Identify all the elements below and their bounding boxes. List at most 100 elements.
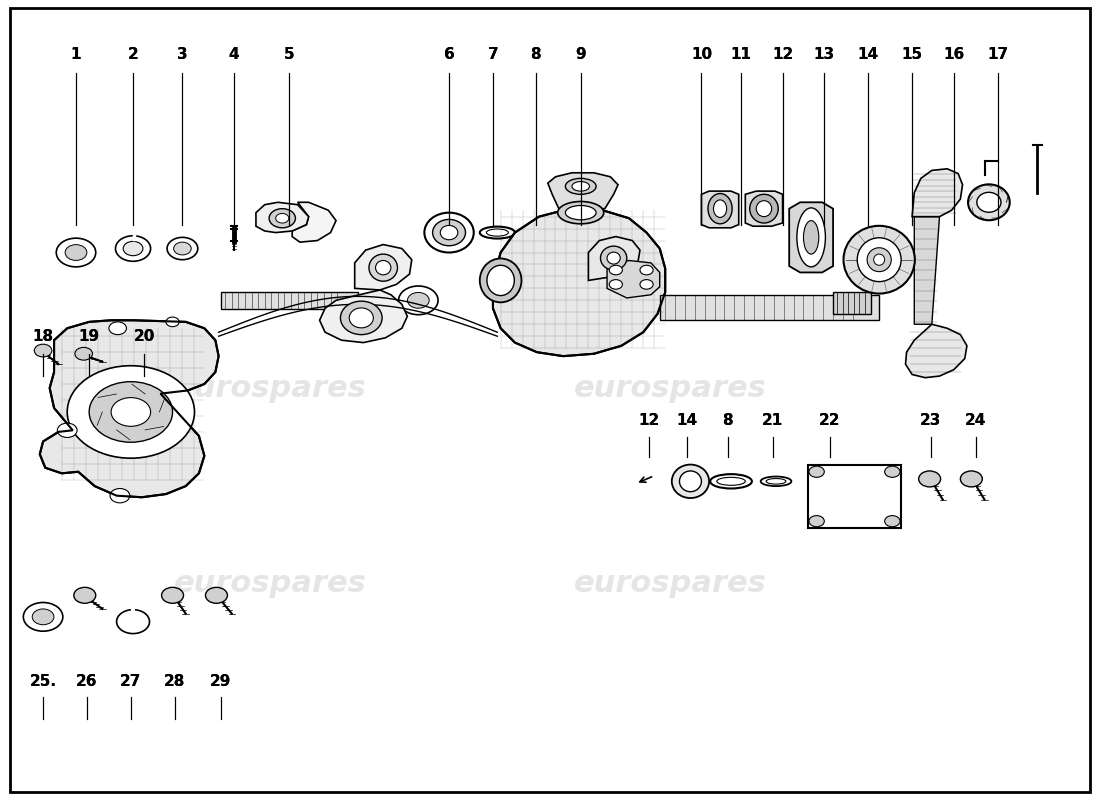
Text: 9: 9 <box>575 47 586 62</box>
Text: 18: 18 <box>33 329 54 344</box>
Text: 12: 12 <box>638 413 659 428</box>
Circle shape <box>65 245 87 261</box>
Text: 26: 26 <box>76 674 98 689</box>
Text: 19: 19 <box>78 329 100 344</box>
Text: 3: 3 <box>177 47 188 62</box>
Text: 12: 12 <box>638 413 659 428</box>
Ellipse shape <box>480 258 521 302</box>
Text: 20: 20 <box>133 329 155 344</box>
Text: 7: 7 <box>487 47 498 62</box>
Polygon shape <box>914 217 939 324</box>
Circle shape <box>808 515 824 526</box>
Text: 1: 1 <box>70 47 81 62</box>
Bar <box>660 294 879 320</box>
Circle shape <box>884 515 900 526</box>
Ellipse shape <box>873 254 884 266</box>
Polygon shape <box>746 191 782 226</box>
Ellipse shape <box>375 261 390 275</box>
Ellipse shape <box>680 471 702 492</box>
Ellipse shape <box>432 219 465 246</box>
Ellipse shape <box>349 308 373 328</box>
Text: 5: 5 <box>284 47 294 62</box>
Circle shape <box>640 266 653 275</box>
Circle shape <box>162 587 184 603</box>
Ellipse shape <box>968 184 1010 220</box>
Circle shape <box>23 602 63 631</box>
Text: 19: 19 <box>78 329 100 344</box>
Circle shape <box>111 398 151 426</box>
Circle shape <box>609 280 623 289</box>
Text: 4: 4 <box>229 47 240 62</box>
Circle shape <box>918 471 940 487</box>
Bar <box>807 466 901 527</box>
Text: 17: 17 <box>987 47 1009 62</box>
Text: 24: 24 <box>965 413 987 428</box>
Circle shape <box>56 238 96 267</box>
Text: 9: 9 <box>575 47 586 62</box>
Ellipse shape <box>572 182 590 191</box>
Text: 21: 21 <box>762 413 783 428</box>
Ellipse shape <box>368 254 397 282</box>
Text: 27: 27 <box>120 674 142 689</box>
Text: 28: 28 <box>164 674 186 689</box>
Text: 16: 16 <box>943 47 965 62</box>
Ellipse shape <box>844 226 915 294</box>
Text: 17: 17 <box>987 47 1009 62</box>
Text: 5: 5 <box>284 47 294 62</box>
Text: 25.: 25. <box>30 674 56 689</box>
Ellipse shape <box>480 226 515 238</box>
Text: 1: 1 <box>70 47 81 62</box>
Ellipse shape <box>440 226 458 240</box>
Polygon shape <box>493 209 666 356</box>
Text: 24: 24 <box>965 413 987 428</box>
Circle shape <box>34 344 52 357</box>
Polygon shape <box>548 173 618 209</box>
Polygon shape <box>588 237 640 281</box>
Circle shape <box>609 266 623 275</box>
Circle shape <box>57 423 77 438</box>
Text: 10: 10 <box>691 47 712 62</box>
Circle shape <box>808 466 824 478</box>
Bar <box>221 291 358 309</box>
Text: 8: 8 <box>723 413 733 428</box>
Polygon shape <box>293 202 336 242</box>
Text: 2: 2 <box>128 47 139 62</box>
Text: 2: 2 <box>128 47 139 62</box>
Text: 15: 15 <box>902 47 923 62</box>
Ellipse shape <box>340 301 382 334</box>
Text: 8: 8 <box>530 47 541 62</box>
Circle shape <box>640 280 653 289</box>
Text: 12: 12 <box>772 47 793 62</box>
Ellipse shape <box>607 252 620 264</box>
Ellipse shape <box>803 221 818 254</box>
Ellipse shape <box>565 178 596 194</box>
Polygon shape <box>354 245 411 290</box>
Text: 29: 29 <box>210 674 231 689</box>
Text: 14: 14 <box>676 413 697 428</box>
Ellipse shape <box>711 474 752 489</box>
Circle shape <box>110 489 130 503</box>
Text: 22: 22 <box>820 413 840 428</box>
Ellipse shape <box>761 477 791 486</box>
Text: eurospares: eurospares <box>574 569 767 598</box>
Ellipse shape <box>717 478 746 486</box>
Text: 15: 15 <box>902 47 923 62</box>
Circle shape <box>398 286 438 314</box>
Ellipse shape <box>867 248 891 272</box>
Text: 7: 7 <box>487 47 498 62</box>
Circle shape <box>117 610 150 634</box>
Circle shape <box>270 209 296 228</box>
Text: 22: 22 <box>820 413 840 428</box>
Text: 29: 29 <box>210 674 231 689</box>
Text: 11: 11 <box>730 47 751 62</box>
Text: 6: 6 <box>443 47 454 62</box>
Text: 6: 6 <box>443 47 454 62</box>
Polygon shape <box>702 191 739 228</box>
Ellipse shape <box>565 206 596 220</box>
Circle shape <box>407 293 429 308</box>
Polygon shape <box>912 169 962 217</box>
Ellipse shape <box>767 478 785 484</box>
Text: 25.: 25. <box>30 674 56 689</box>
Text: 12: 12 <box>772 47 793 62</box>
Text: 3: 3 <box>177 47 188 62</box>
